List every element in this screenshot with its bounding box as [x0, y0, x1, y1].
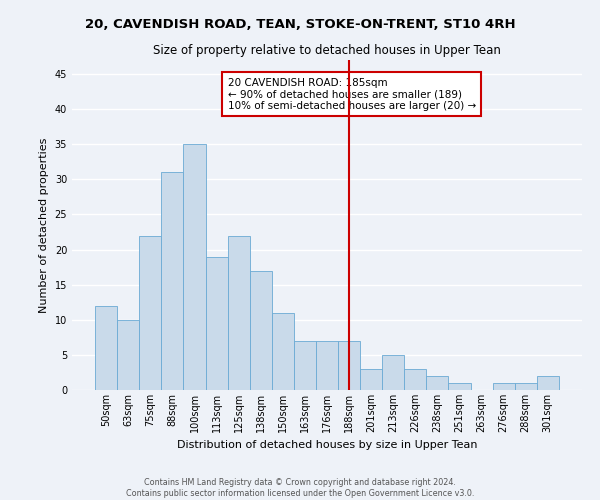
Text: Contains HM Land Registry data © Crown copyright and database right 2024.
Contai: Contains HM Land Registry data © Crown c…	[126, 478, 474, 498]
Y-axis label: Number of detached properties: Number of detached properties	[39, 138, 49, 312]
Bar	[206, 256, 227, 390]
Bar	[161, 172, 184, 390]
Bar	[382, 355, 404, 390]
Bar	[294, 341, 316, 390]
Bar	[117, 320, 139, 390]
Text: 20, CAVENDISH ROAD, TEAN, STOKE-ON-TRENT, ST10 4RH: 20, CAVENDISH ROAD, TEAN, STOKE-ON-TRENT…	[85, 18, 515, 30]
Bar	[139, 236, 161, 390]
Bar	[493, 383, 515, 390]
Bar	[227, 236, 250, 390]
Text: 20 CAVENDISH ROAD: 185sqm
← 90% of detached houses are smaller (189)
10% of semi: 20 CAVENDISH ROAD: 185sqm ← 90% of detac…	[227, 78, 476, 111]
Bar	[537, 376, 559, 390]
Bar	[272, 313, 294, 390]
Bar	[360, 369, 382, 390]
Bar	[427, 376, 448, 390]
Bar	[515, 383, 537, 390]
Bar	[338, 341, 360, 390]
X-axis label: Distribution of detached houses by size in Upper Tean: Distribution of detached houses by size …	[177, 440, 477, 450]
Title: Size of property relative to detached houses in Upper Tean: Size of property relative to detached ho…	[153, 44, 501, 58]
Bar	[250, 270, 272, 390]
Bar	[316, 341, 338, 390]
Bar	[184, 144, 206, 390]
Bar	[95, 306, 117, 390]
Bar	[448, 383, 470, 390]
Bar	[404, 369, 427, 390]
